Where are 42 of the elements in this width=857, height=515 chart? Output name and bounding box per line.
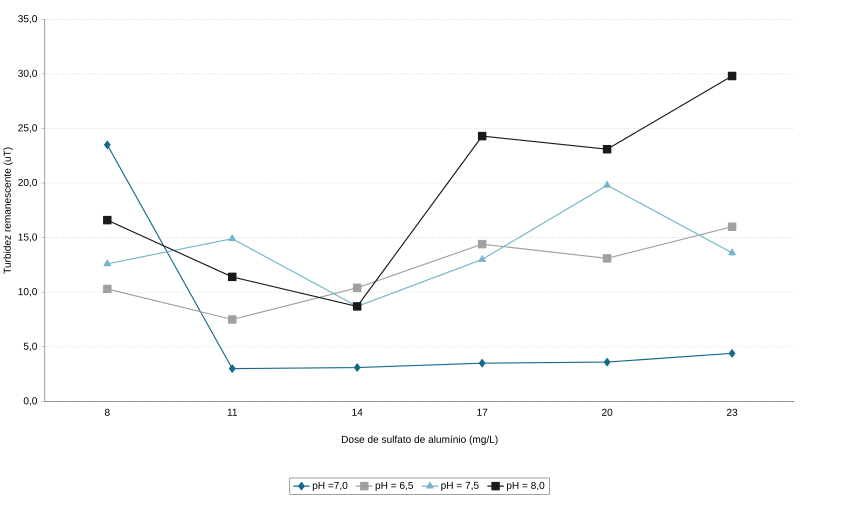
y-tick-label: 30,0 [18,70,38,78]
legend-label: pH = 6,5 [376,482,414,491]
point [602,144,612,154]
x-tick-label: 23 [726,408,738,416]
point [728,248,736,256]
x-tick-label: 11 [228,408,237,416]
point [103,216,112,224]
y-tick-label: 20,0 [18,178,38,188]
x-tick-label: 17 [477,408,488,416]
y-tick-label: 35,0 [18,15,38,24]
point [228,234,236,242]
legend-label: pH = 7,5 [441,482,479,491]
point [104,259,112,266]
point [228,272,236,282]
y-tick-label: 0,0 [24,397,38,406]
y-tick-label: 25,0 [18,124,38,133]
y-axis-title: Turbidez remanescente (uT) [3,147,13,274]
point [478,240,486,248]
y-tick-label: 10,0 [18,288,38,296]
point [228,315,236,324]
x-tick-label: 8 [104,408,110,416]
point [478,132,486,140]
point [228,364,236,373]
point [604,358,610,366]
point [728,222,736,231]
point [103,284,112,294]
y-tick-label: 15,0 [18,233,38,242]
point [354,363,361,372]
x-tick-label: 14 [352,408,363,416]
legend-label: pH =7,0 [312,482,348,491]
point [728,348,736,358]
x-tick-label: 20 [602,408,612,416]
point [104,140,111,149]
y-tick-label: 5,0 [24,342,38,351]
point [352,283,362,292]
point [728,72,736,80]
point [603,180,611,188]
point [478,358,486,368]
legend-label: pH = 8,0 [506,482,544,491]
point [478,255,486,262]
x-axis-title: Dose de sulfato de alumínio (mg/L) [342,435,498,445]
point [602,254,612,262]
